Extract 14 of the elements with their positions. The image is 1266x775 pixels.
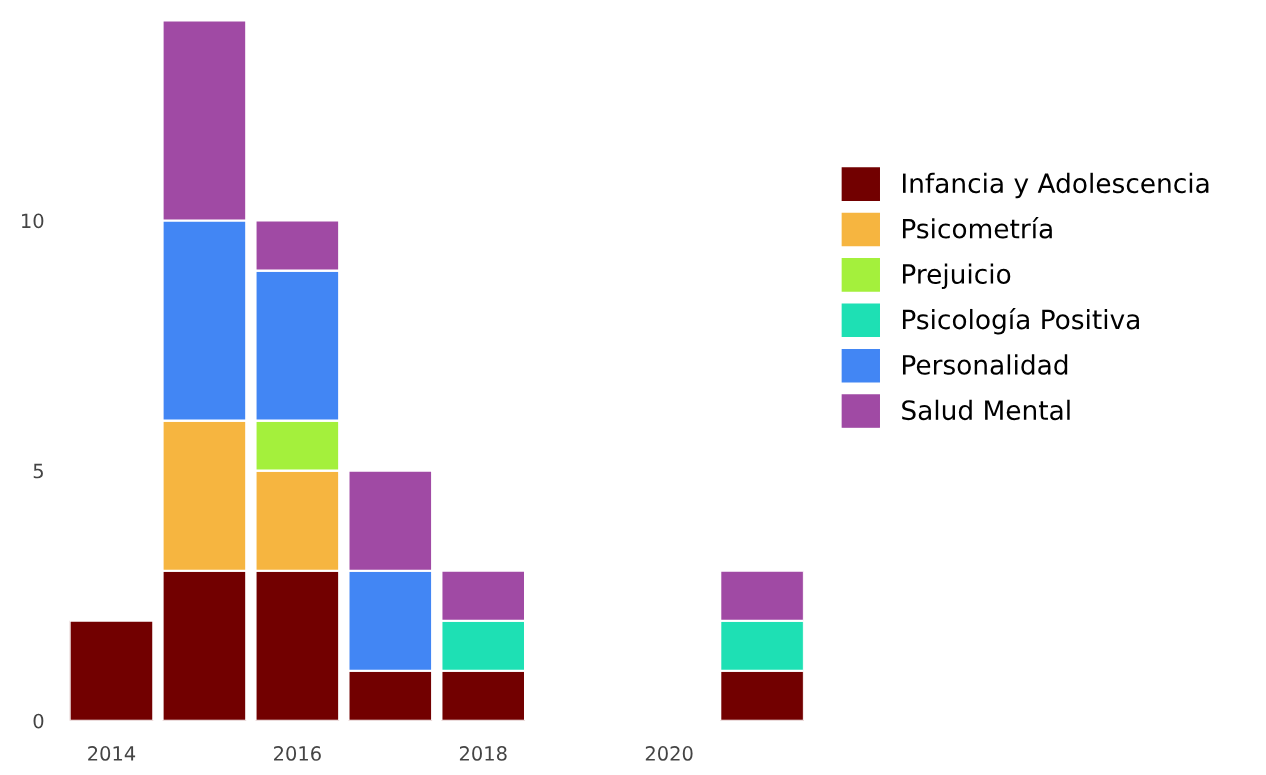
legend-label: Salud Mental (902, 399, 1070, 421)
y-tick-label: 5 (33, 463, 43, 479)
legend-label: Psicología Positiva (902, 307, 1139, 335)
legend-label: Psicometría (902, 217, 1052, 239)
legend-label: Personalidad (902, 354, 1068, 375)
x-tick-label: 2018 (459, 746, 507, 761)
bar (69, 619, 155, 721)
y-tick-label: 10 (22, 213, 44, 229)
y-tick-label: 0 (33, 713, 44, 729)
legend-label: Prejuicio (902, 263, 1011, 290)
legend-label: Infancia y Adolescencia (902, 172, 1209, 199)
x-tick-label: 2014 (88, 746, 136, 761)
x-tick-label: 2016 (274, 746, 321, 761)
x-tick-label: 2020 (645, 746, 693, 761)
